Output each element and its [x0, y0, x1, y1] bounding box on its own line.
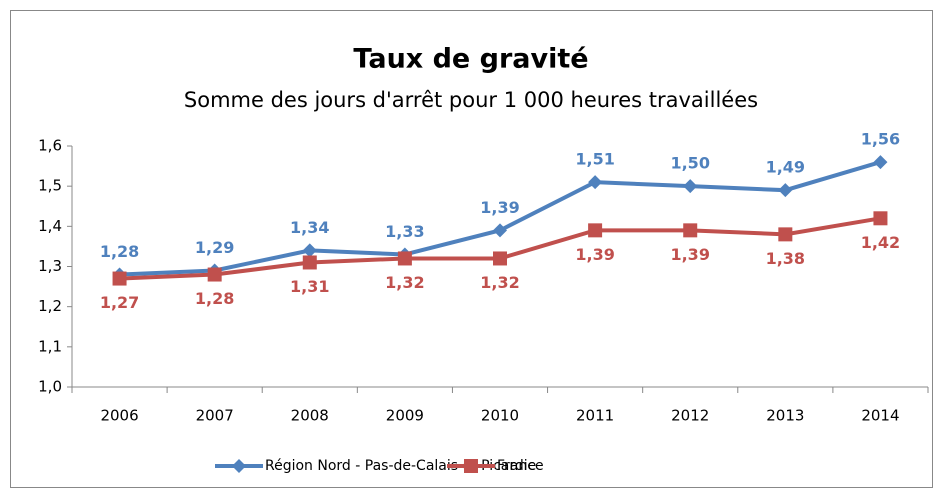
legend-label: Région Nord - Pas-de-Calais et Picardie — [265, 458, 536, 474]
data-label: 1,27 — [100, 293, 139, 312]
x-tick-label: 2007 — [196, 407, 234, 425]
x-tick-label: 2011 — [576, 407, 614, 425]
x-tick-label: 2006 — [100, 407, 138, 425]
y-tick-label: 1,4 — [38, 217, 62, 235]
data-label: 1,33 — [385, 222, 424, 241]
y-tick-label: 1,5 — [38, 177, 62, 195]
data-label: 1,28 — [100, 242, 139, 261]
marker — [778, 227, 793, 242]
x-tick-label: 2013 — [766, 407, 804, 425]
marker — [493, 223, 507, 238]
chart-title: Taux de gravité — [353, 44, 588, 75]
legend-label: France — [497, 458, 544, 474]
x-tick-label: 2014 — [861, 407, 899, 425]
y-tick-label: 1,2 — [38, 297, 62, 315]
x-tick-label: 2008 — [291, 407, 329, 425]
y-tick-label: 1,1 — [38, 337, 62, 355]
y-tick-label: 1,3 — [38, 257, 62, 275]
data-label: 1,38 — [766, 249, 805, 268]
data-label: 1,39 — [480, 198, 519, 217]
marker — [873, 155, 888, 170]
data-label: 1,29 — [195, 238, 234, 257]
data-label: 1,39 — [670, 245, 709, 264]
data-label: 1,49 — [766, 158, 805, 177]
chart-subtitle: Somme des jours d'arrêt pour 1 000 heure… — [184, 88, 758, 112]
data-label: 1,32 — [480, 273, 519, 292]
legend-marker — [464, 459, 478, 473]
marker — [493, 251, 507, 266]
data-label: 1,56 — [861, 130, 900, 149]
data-label: 1,42 — [861, 233, 900, 252]
data-label: 1,51 — [575, 150, 614, 169]
x-tick-label: 2012 — [671, 407, 709, 425]
x-tick-label: 2010 — [481, 407, 519, 425]
marker — [302, 255, 317, 270]
marker — [588, 175, 603, 190]
chart-border — [10, 10, 933, 488]
data-label: 1,50 — [670, 154, 709, 173]
marker — [112, 271, 127, 286]
marker — [683, 223, 698, 238]
marker — [207, 267, 222, 282]
marker — [778, 183, 793, 198]
data-label: 1,39 — [575, 245, 614, 264]
data-label: 1,31 — [290, 277, 329, 296]
marker — [588, 223, 603, 238]
marker — [683, 179, 698, 194]
y-tick-label: 1,0 — [38, 378, 62, 396]
marker — [873, 211, 888, 226]
legend-marker — [232, 459, 246, 473]
marker — [397, 251, 412, 266]
x-tick-label: 2009 — [386, 407, 424, 425]
marker — [302, 243, 317, 258]
data-label: 1,28 — [195, 289, 234, 308]
y-tick-label: 1,6 — [38, 137, 62, 155]
data-label: 1,34 — [290, 218, 329, 237]
data-label: 1,32 — [385, 273, 424, 292]
